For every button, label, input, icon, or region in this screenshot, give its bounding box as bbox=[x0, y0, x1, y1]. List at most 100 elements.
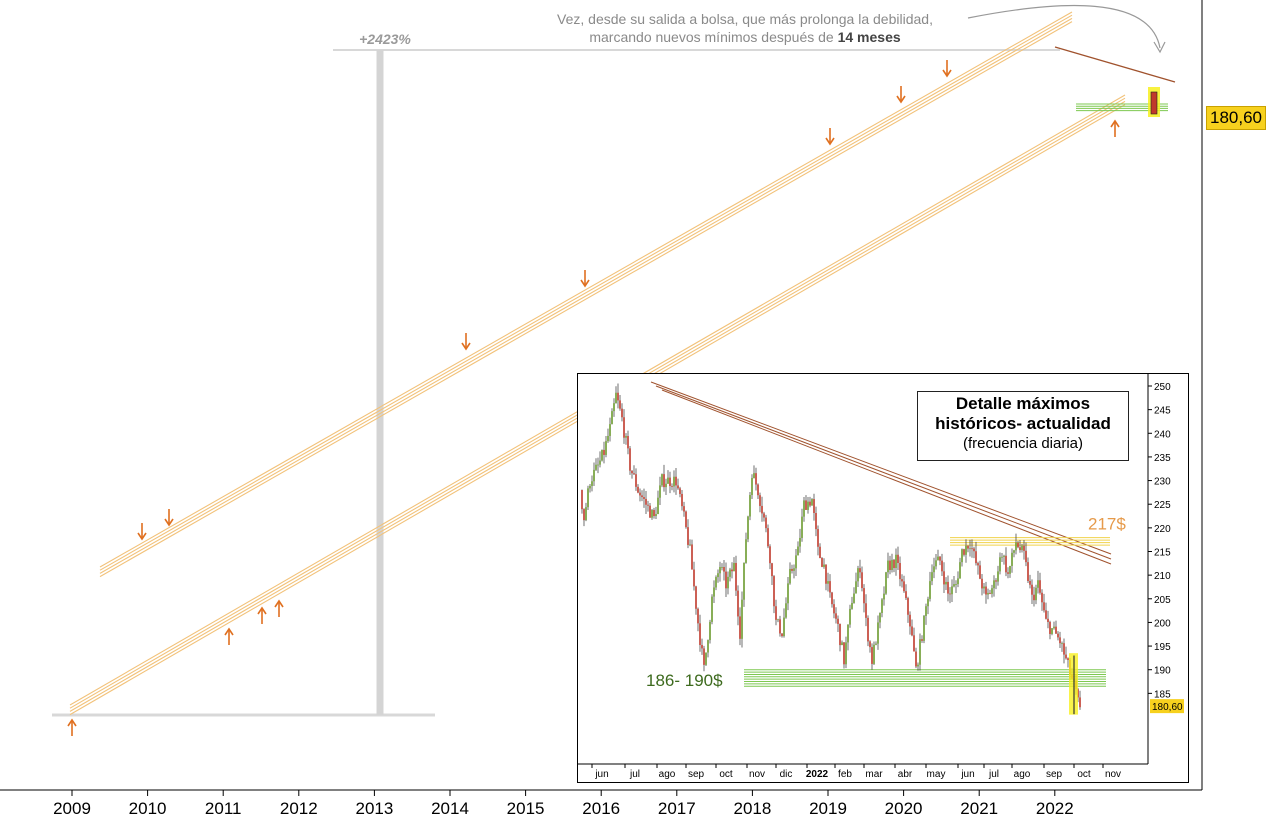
inset-candle-body bbox=[797, 546, 799, 556]
inset-candle-body bbox=[869, 641, 871, 648]
inset-y-tick-label: 225 bbox=[1154, 500, 1171, 511]
inset-title-box: Detalle máximos históricos- actualidad (… bbox=[917, 391, 1129, 461]
current-price-tag: 180,60 bbox=[1206, 106, 1266, 130]
inset-candle-body bbox=[851, 602, 853, 609]
x-tick-label: 2014 bbox=[431, 799, 469, 817]
inset-candle-body bbox=[977, 563, 979, 566]
inset-candle-body bbox=[613, 403, 615, 412]
inset-candle-body bbox=[587, 488, 589, 508]
inset-candle-body bbox=[819, 546, 821, 559]
inset-candle-body bbox=[789, 568, 791, 584]
inset-candle-body bbox=[955, 584, 957, 585]
inset-candle-body bbox=[707, 640, 709, 653]
x-tick-label: 2012 bbox=[280, 799, 318, 817]
inset-candle-body bbox=[661, 474, 663, 486]
inset-candle-body bbox=[857, 568, 859, 582]
inset-candle-body bbox=[693, 569, 695, 587]
inset-candle-body bbox=[637, 486, 639, 493]
inset-candle-body bbox=[729, 569, 731, 577]
inset-candle-body bbox=[585, 507, 587, 521]
inset-candle-body bbox=[595, 464, 597, 470]
inset-candle-body bbox=[907, 598, 909, 615]
inset-candle-body bbox=[959, 562, 961, 579]
inset-candle-body bbox=[919, 639, 921, 665]
inset-candle-body bbox=[867, 617, 869, 642]
inset-candle-body bbox=[747, 516, 749, 540]
inset-candle-body bbox=[877, 622, 879, 644]
upper-channel-line bbox=[99, 11, 1073, 568]
inset-candle-body bbox=[795, 555, 797, 569]
inset-candle-body bbox=[735, 562, 737, 591]
support-touch-arrow-head bbox=[257, 606, 267, 615]
inset-x-tick-label: may bbox=[927, 769, 946, 780]
inset-candle-body bbox=[641, 495, 643, 498]
inset-candle-body bbox=[825, 564, 827, 584]
inset-candle-body bbox=[1029, 581, 1031, 585]
inset-candle-body bbox=[935, 560, 937, 567]
inset-resistance-line bbox=[650, 381, 1112, 555]
inset-candle-body bbox=[917, 664, 919, 667]
inset-candle-body bbox=[709, 621, 711, 641]
inset-candle-body bbox=[677, 485, 679, 489]
inset-price-tag: 180,60 bbox=[1152, 702, 1183, 713]
inset-candle-body bbox=[681, 493, 683, 507]
inset-x-tick-label: ago bbox=[659, 769, 676, 780]
inset-y-tick-label: 220 bbox=[1154, 524, 1171, 535]
inset-candle-body bbox=[663, 474, 665, 488]
inset-candle-body bbox=[925, 606, 927, 616]
inset-candle-body bbox=[1059, 637, 1061, 644]
support-touch-arrow-head bbox=[224, 627, 234, 636]
annotation-line2-prefix: marcando nuevos mínimos después de bbox=[589, 29, 838, 45]
inset-217-label: 217$ bbox=[1088, 515, 1126, 534]
inset-candle-body bbox=[1025, 550, 1027, 563]
inset-candle-body bbox=[719, 567, 721, 574]
inset-candle-body bbox=[911, 626, 913, 636]
inset-candle-body bbox=[821, 558, 823, 567]
inset-candle-body bbox=[695, 586, 697, 609]
inset-candle-body bbox=[975, 551, 977, 564]
x-tick-label: 2017 bbox=[658, 799, 696, 817]
inset-candle-body bbox=[787, 583, 789, 604]
inset-candle-body bbox=[805, 500, 807, 510]
inset-candle-body bbox=[807, 501, 809, 510]
inset-candle-body bbox=[629, 448, 631, 471]
inset-candle-body bbox=[883, 593, 885, 600]
inset-candle-body bbox=[879, 612, 881, 623]
x-tick-label: 2020 bbox=[885, 799, 923, 817]
inset-candle-body bbox=[799, 537, 801, 547]
inset-candle-body bbox=[861, 572, 863, 589]
upper-channel-line bbox=[99, 14, 1073, 571]
x-tick-label: 2010 bbox=[129, 799, 167, 817]
inset-candle-body bbox=[591, 481, 593, 486]
resistance-touch-arrow-head bbox=[825, 137, 835, 146]
upper-channel-line bbox=[99, 21, 1073, 578]
inset-x-tick-label: feb bbox=[838, 769, 852, 780]
inset-candle-body bbox=[845, 642, 847, 665]
inset-candle-body bbox=[671, 486, 673, 487]
inset-candle-body bbox=[1051, 628, 1053, 634]
inset-candle-body bbox=[1033, 594, 1035, 601]
inset-candle-body bbox=[929, 581, 931, 599]
inset-candle-body bbox=[773, 576, 775, 607]
inset-candle-body bbox=[625, 435, 627, 438]
resistance-touch-arrow-head bbox=[896, 95, 906, 104]
inset-candle-body bbox=[635, 474, 637, 487]
inset-candle-body bbox=[945, 581, 947, 585]
inset-candle-body bbox=[639, 492, 641, 496]
inset-candle-body bbox=[937, 556, 939, 561]
resistance-touch-arrow-head bbox=[580, 279, 590, 288]
inset-y-tick-label: 250 bbox=[1154, 382, 1171, 393]
inset-x-tick-label: nov bbox=[1105, 769, 1121, 780]
inset-candle-body bbox=[721, 566, 723, 568]
inset-candle-body bbox=[765, 517, 767, 529]
inset-candle-body bbox=[823, 564, 825, 567]
inset-candle-body bbox=[1061, 643, 1063, 644]
inset-candle-body bbox=[627, 435, 629, 449]
inset-candle-body bbox=[1005, 555, 1007, 573]
inset-candle-body bbox=[1027, 562, 1029, 582]
inset-candle-body bbox=[647, 504, 649, 506]
inset-candle-body bbox=[607, 435, 609, 442]
gain-label: +2423% bbox=[359, 31, 411, 47]
inset-candle-body bbox=[991, 588, 993, 594]
inset-candle-body bbox=[1041, 592, 1043, 603]
